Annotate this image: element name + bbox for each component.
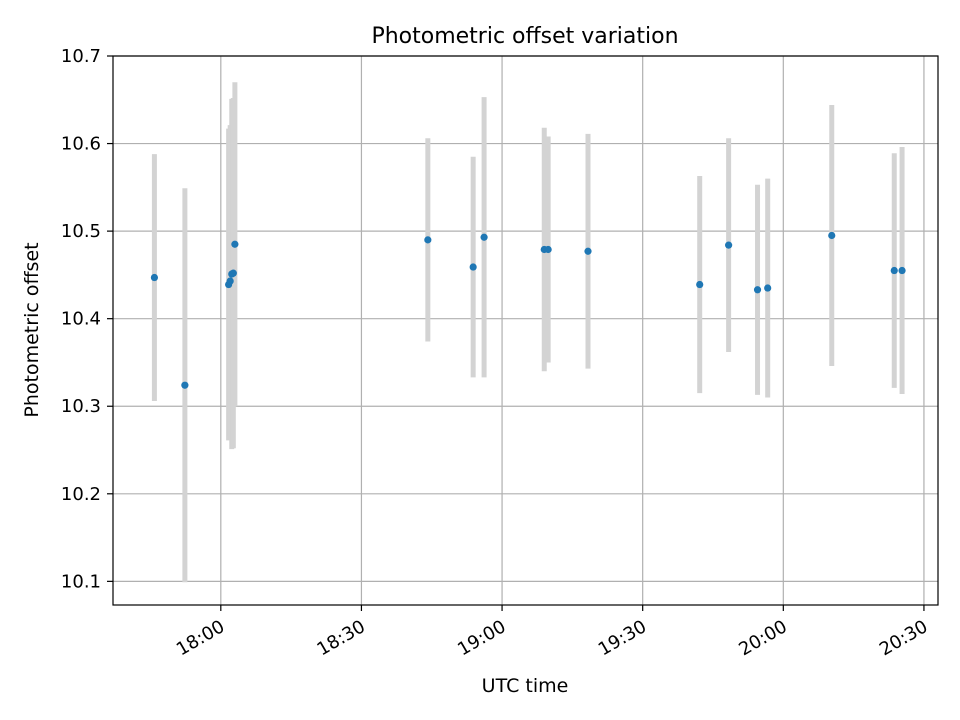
plot-area-frame	[112, 55, 939, 606]
data-point	[584, 247, 592, 255]
y-tick-label: 10.6	[61, 134, 101, 155]
data-point	[753, 286, 762, 294]
data-point	[424, 236, 432, 244]
data-points	[150, 231, 906, 389]
data-point	[480, 233, 488, 241]
data-point	[828, 231, 836, 240]
y-tick-label: 10.5	[61, 221, 101, 242]
data-point	[544, 245, 552, 254]
y-tick-label: 10.2	[61, 484, 101, 505]
data-point	[696, 280, 704, 289]
y-tick-label: 10.3	[61, 396, 101, 417]
data-point	[469, 263, 477, 271]
data-point	[890, 266, 898, 275]
y-tick-label: 10.4	[61, 309, 101, 330]
data-point	[764, 284, 772, 292]
data-point	[898, 266, 906, 275]
y-tick-label: 10.1	[61, 571, 101, 592]
x-axis-title: UTC time	[482, 675, 569, 697]
chart-title: Photometric offset variation	[371, 24, 678, 49]
y-axis-title: Photometric offset	[21, 242, 43, 417]
data-point	[725, 241, 733, 249]
data-point	[226, 277, 234, 285]
data-point	[150, 273, 159, 282]
y-axis-ticks: 10.1 10.2 10.3 10.4 10.5 10.6 10.7	[61, 46, 113, 592]
plot-area-background	[113, 56, 938, 605]
data-point	[231, 240, 239, 248]
y-tick-label: 10.7	[61, 46, 101, 67]
data-point	[229, 269, 237, 277]
data-point	[181, 381, 189, 389]
